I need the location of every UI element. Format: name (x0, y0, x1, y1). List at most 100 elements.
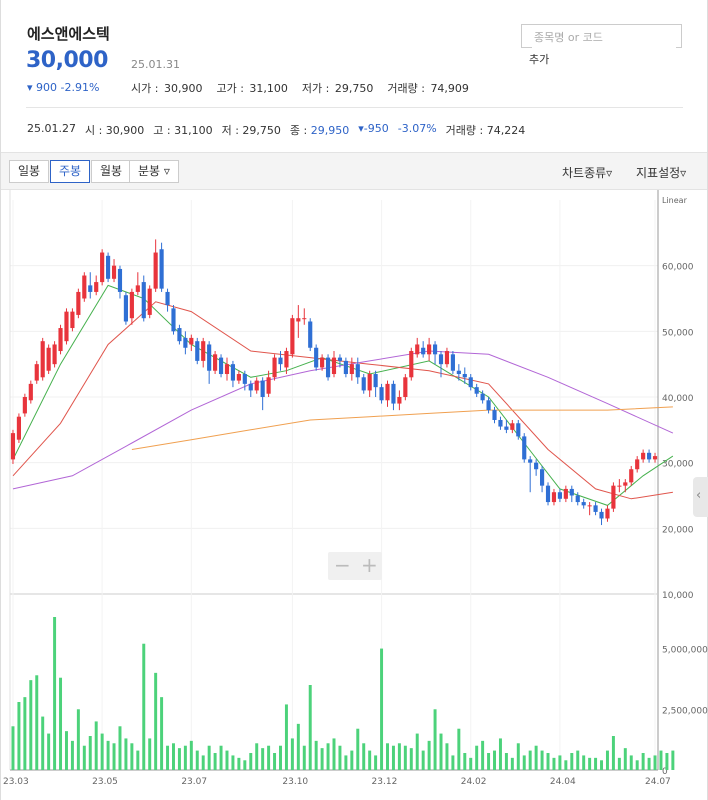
stock-search-box (521, 24, 682, 48)
volume-bar (249, 753, 253, 770)
period-daily-button[interactable]: 일봉 (9, 160, 50, 183)
volume-bar (386, 743, 389, 770)
add-stock-button[interactable]: 추가 (529, 53, 550, 66)
volume-bar (516, 743, 520, 770)
volume-bar (493, 750, 496, 770)
candle-body (248, 383, 253, 391)
candle-body (177, 328, 182, 342)
candle-body (141, 282, 146, 319)
x-tick-label: 23.03 (3, 777, 29, 787)
price-tick-label: 30,000 (662, 460, 694, 470)
stat-open-label: 시가 (131, 82, 152, 95)
volume-bar (475, 745, 479, 770)
candle-body (468, 377, 473, 388)
volume-bar (582, 755, 586, 770)
side-panel-toggle[interactable]: ‹ (693, 477, 708, 517)
candle-body (409, 351, 414, 378)
candle-body (367, 374, 372, 391)
volume-bar (29, 680, 33, 770)
sub-date: 25.01.27 (27, 122, 76, 135)
volume-bar (320, 748, 324, 770)
price-tick-label: 20,000 (662, 525, 694, 535)
candle-body (201, 341, 206, 361)
x-tick-label: 23.05 (92, 777, 118, 787)
candle-body (456, 370, 461, 375)
candle-body (361, 377, 366, 391)
sub-high: 고 : 31,100 (153, 124, 213, 137)
candle-body (427, 344, 432, 355)
volume-bar (47, 733, 51, 770)
candle-body (510, 423, 515, 430)
volume-bar (498, 738, 502, 770)
chart-type-menu[interactable]: 차트종류▿ (562, 166, 613, 180)
candle-body (10, 433, 16, 460)
candle-body (70, 311, 75, 329)
period-weekly-button[interactable]: 주봉 (50, 160, 91, 183)
volume-bar (142, 643, 146, 770)
volume-bar (94, 721, 98, 770)
volume-bar (558, 755, 562, 770)
candle-body (629, 469, 634, 483)
volume-bar (225, 750, 229, 770)
sub-close: 종 : 29,950 (290, 122, 349, 138)
volume-bar (183, 745, 187, 770)
volume-bar (17, 702, 21, 770)
candle-body (236, 374, 241, 381)
volume-bar (481, 740, 485, 770)
candle-body (551, 492, 557, 503)
candle-body (325, 357, 331, 378)
volume-bar (594, 757, 598, 770)
volume-bar (344, 755, 348, 770)
candle-body (159, 249, 164, 289)
volume-bar (391, 745, 395, 770)
header-divider (26, 107, 683, 108)
volume-bar (368, 750, 372, 770)
candle-body (379, 387, 384, 401)
stat-low: 저가 : 29,750 (301, 82, 374, 95)
candle-body (522, 436, 527, 460)
x-tick-label: 23.10 (282, 777, 308, 787)
candle-body (320, 357, 325, 368)
candle-body (432, 344, 438, 355)
candle-body (480, 393, 485, 401)
volume-bar (397, 743, 401, 770)
volume-bar (64, 731, 68, 770)
volume-bar (118, 726, 122, 770)
volume-bar (641, 753, 645, 770)
x-tick-label: 24.04 (550, 777, 576, 787)
volume-bar (570, 753, 574, 770)
stat-open-value: 30,900 (163, 82, 203, 95)
sub-change: ▾-950 (358, 122, 389, 135)
volume-bar (59, 677, 63, 770)
volume-tick-label: 5,000,000 (662, 646, 708, 656)
candle-body (444, 351, 450, 365)
stat-volume-value: 74,909 (430, 82, 469, 95)
candle-body (314, 347, 319, 368)
volume-bar (11, 726, 15, 770)
candle-body (641, 452, 646, 460)
candle-body (581, 502, 586, 506)
candle-body (308, 321, 313, 348)
x-tick-label: 23.12 (372, 777, 398, 787)
candle-body (337, 357, 343, 361)
stock-search-input[interactable] (532, 26, 676, 48)
candle-body (486, 400, 491, 411)
candle-body (557, 492, 562, 499)
period-monthly-button[interactable]: 월봉 (91, 160, 132, 183)
volume-bar (534, 745, 538, 770)
candle-body (623, 482, 628, 486)
volume-bar (605, 750, 609, 770)
volume-bar (332, 738, 336, 770)
zoom-out-button[interactable]: − (334, 553, 351, 577)
candle-body (373, 374, 378, 388)
volume-bar (415, 733, 419, 770)
period-minute-button[interactable]: 분봉 ▿ (129, 160, 179, 183)
candle-body (385, 383, 390, 401)
candle-body (147, 288, 152, 315)
stock-chart[interactable]: 10,000 20,000 30,000 40,000 50,000 60,000 0 2,5… (0, 190, 708, 800)
x-tick-label: 24.07 (645, 777, 671, 787)
indicator-settings-menu[interactable]: 지표설정▿ (636, 166, 687, 180)
volume-bar (23, 697, 27, 770)
zoom-in-button[interactable]: + (361, 553, 378, 577)
candle-body (575, 495, 580, 503)
